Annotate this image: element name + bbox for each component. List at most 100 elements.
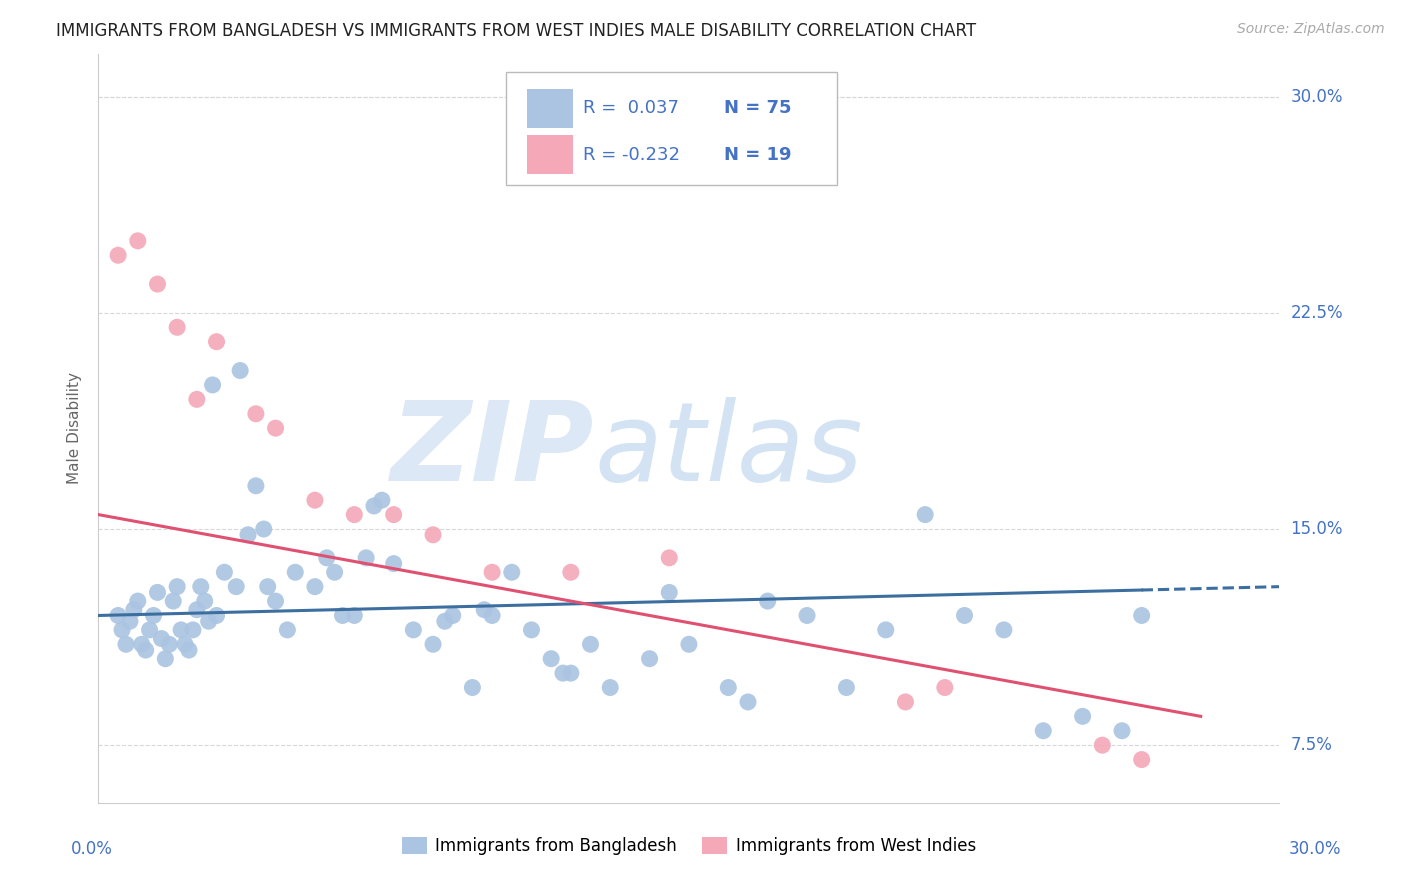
Text: R = -0.232: R = -0.232	[582, 145, 679, 163]
Point	[323, 566, 346, 580]
Point	[304, 580, 326, 594]
Point	[284, 566, 307, 580]
Point	[214, 566, 236, 580]
Point	[146, 277, 169, 291]
Point	[737, 695, 759, 709]
Text: 30.0%: 30.0%	[1288, 840, 1341, 858]
Point	[560, 666, 582, 681]
Legend: Immigrants from Bangladesh, Immigrants from West Indies: Immigrants from Bangladesh, Immigrants f…	[395, 830, 983, 862]
Point	[122, 603, 145, 617]
Text: 7.5%: 7.5%	[1291, 736, 1333, 754]
Point	[551, 666, 574, 681]
Point	[142, 608, 165, 623]
Point	[1091, 738, 1114, 752]
Point	[205, 334, 228, 349]
Point	[225, 580, 247, 594]
Point	[197, 614, 219, 628]
Point	[229, 363, 252, 377]
Point	[236, 528, 259, 542]
Point	[402, 623, 425, 637]
Point	[1130, 608, 1153, 623]
Point	[177, 643, 200, 657]
Point	[276, 623, 298, 637]
Point	[245, 479, 267, 493]
Point	[756, 594, 779, 608]
Text: ZIP: ZIP	[391, 397, 595, 504]
Point	[472, 603, 495, 617]
Point	[658, 585, 681, 599]
Text: Source: ZipAtlas.com: Source: ZipAtlas.com	[1237, 22, 1385, 37]
Point	[363, 499, 385, 513]
Point	[433, 614, 456, 628]
Point	[953, 608, 976, 623]
Point	[264, 421, 287, 435]
Point	[382, 508, 405, 522]
Point	[190, 580, 212, 594]
Point	[332, 608, 354, 623]
Point	[1130, 753, 1153, 767]
Point	[118, 614, 141, 628]
Point	[717, 681, 740, 695]
Point	[343, 508, 366, 522]
Point	[186, 392, 208, 407]
Point	[194, 594, 217, 608]
Point	[658, 550, 681, 565]
Point	[520, 623, 543, 637]
Point	[894, 695, 917, 709]
Point	[579, 637, 602, 651]
Y-axis label: Male Disability: Male Disability	[67, 372, 83, 484]
Point	[560, 566, 582, 580]
Text: N = 75: N = 75	[724, 99, 792, 117]
Point	[422, 637, 444, 651]
Point	[186, 603, 208, 617]
Point	[914, 508, 936, 522]
Point	[382, 557, 405, 571]
Point	[304, 493, 326, 508]
Text: N = 19: N = 19	[724, 145, 792, 163]
Point	[245, 407, 267, 421]
Point	[501, 566, 523, 580]
Point	[540, 651, 562, 665]
Text: 22.5%: 22.5%	[1291, 304, 1343, 322]
Text: 15.0%: 15.0%	[1291, 520, 1343, 538]
Point	[461, 681, 484, 695]
Point	[135, 643, 157, 657]
Point	[111, 623, 134, 637]
Point	[796, 608, 818, 623]
Point	[638, 651, 661, 665]
Point	[481, 608, 503, 623]
Point	[146, 585, 169, 599]
Point	[166, 320, 188, 334]
Point	[1071, 709, 1094, 723]
Point	[127, 234, 149, 248]
Point	[993, 623, 1015, 637]
Point	[170, 623, 193, 637]
Text: 30.0%: 30.0%	[1291, 87, 1343, 106]
Point	[162, 594, 184, 608]
Point	[599, 681, 621, 695]
Point	[138, 623, 160, 637]
Point	[157, 637, 180, 651]
Point	[205, 608, 228, 623]
Point	[354, 550, 377, 565]
Point	[150, 632, 173, 646]
Point	[875, 623, 897, 637]
Point	[1032, 723, 1054, 738]
Point	[107, 248, 129, 262]
Point	[201, 378, 224, 392]
Point	[934, 681, 956, 695]
Point	[315, 550, 337, 565]
Point	[155, 651, 177, 665]
Text: IMMIGRANTS FROM BANGLADESH VS IMMIGRANTS FROM WEST INDIES MALE DISABILITY CORREL: IMMIGRANTS FROM BANGLADESH VS IMMIGRANTS…	[56, 22, 976, 40]
Point	[174, 637, 197, 651]
Text: R =  0.037: R = 0.037	[582, 99, 679, 117]
Point	[835, 681, 858, 695]
Text: 0.0%: 0.0%	[70, 840, 112, 858]
Point	[422, 528, 444, 542]
Point	[166, 580, 188, 594]
Point	[343, 608, 366, 623]
Point	[115, 637, 138, 651]
Point	[127, 594, 149, 608]
Point	[1111, 723, 1133, 738]
Point	[441, 608, 464, 623]
